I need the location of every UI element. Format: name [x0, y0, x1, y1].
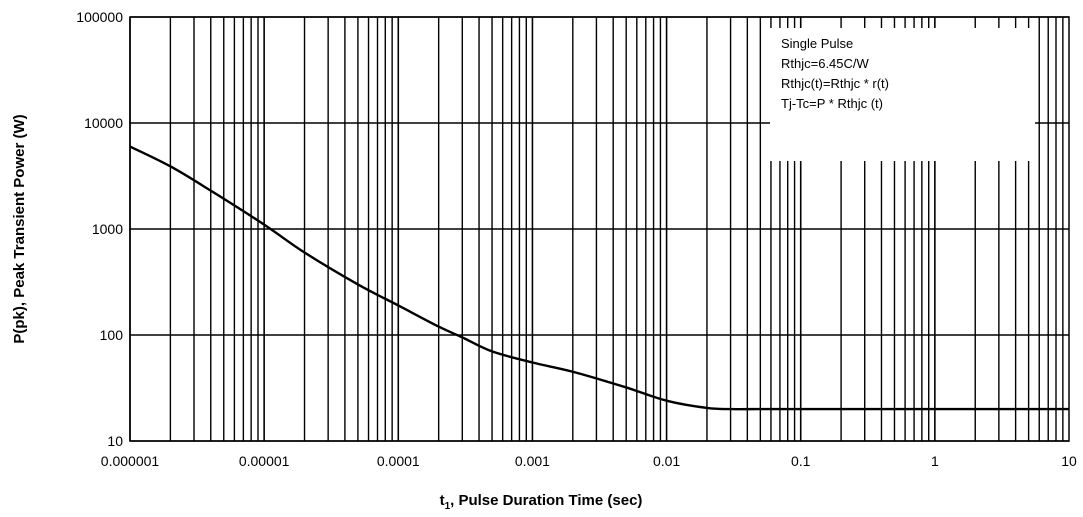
series-line: [129, 145, 1069, 411]
x-tick-label: 1: [931, 453, 939, 469]
x-axis-title-main: t: [440, 492, 445, 509]
x-tick-label: 0.00001: [239, 453, 290, 469]
x-tick-label: 0.01: [653, 453, 680, 469]
y-tick-label: 10: [107, 433, 123, 449]
x-tick-label: 10: [1061, 453, 1077, 469]
y-tick-label: 1000: [92, 221, 123, 237]
y-axis-title: P(pk), Peak Transient Power (W): [11, 114, 28, 343]
x-axis-title: t1, Pulse Duration Time (sec): [440, 492, 643, 512]
y-tick-labels: 10 100 1000 10000 100000: [76, 9, 123, 449]
y-tick-label: 100: [100, 327, 124, 343]
x-axis-title-subscript: 1: [445, 501, 451, 512]
x-tick-label: 0.000001: [101, 453, 160, 469]
x-tick-label: 0.001: [515, 453, 550, 469]
x-tick-labels: 0.000001 0.00001 0.0001 0.001 0.01 0.1 1 10: [101, 453, 1077, 469]
y-tick-label: 100000: [76, 9, 123, 25]
annotation-line: Tj-Tc=P * Rthjc (t): [781, 96, 883, 111]
annotation-line: Rthjc=6.45C/W: [781, 56, 870, 71]
annotation-line: Single Pulse: [781, 36, 853, 51]
annotation-box: [770, 28, 1035, 161]
annotation-line: Rthjc(t)=Rthjc * r(t): [781, 76, 889, 91]
plot-frame: [129, 16, 1070, 442]
x-tick-label: 0.0001: [377, 453, 420, 469]
y-tick-label: 10000: [84, 115, 123, 131]
x-tick-label: 0.1: [791, 453, 811, 469]
x-axis-title-rest: , Pulse Duration Time (sec): [450, 492, 642, 509]
